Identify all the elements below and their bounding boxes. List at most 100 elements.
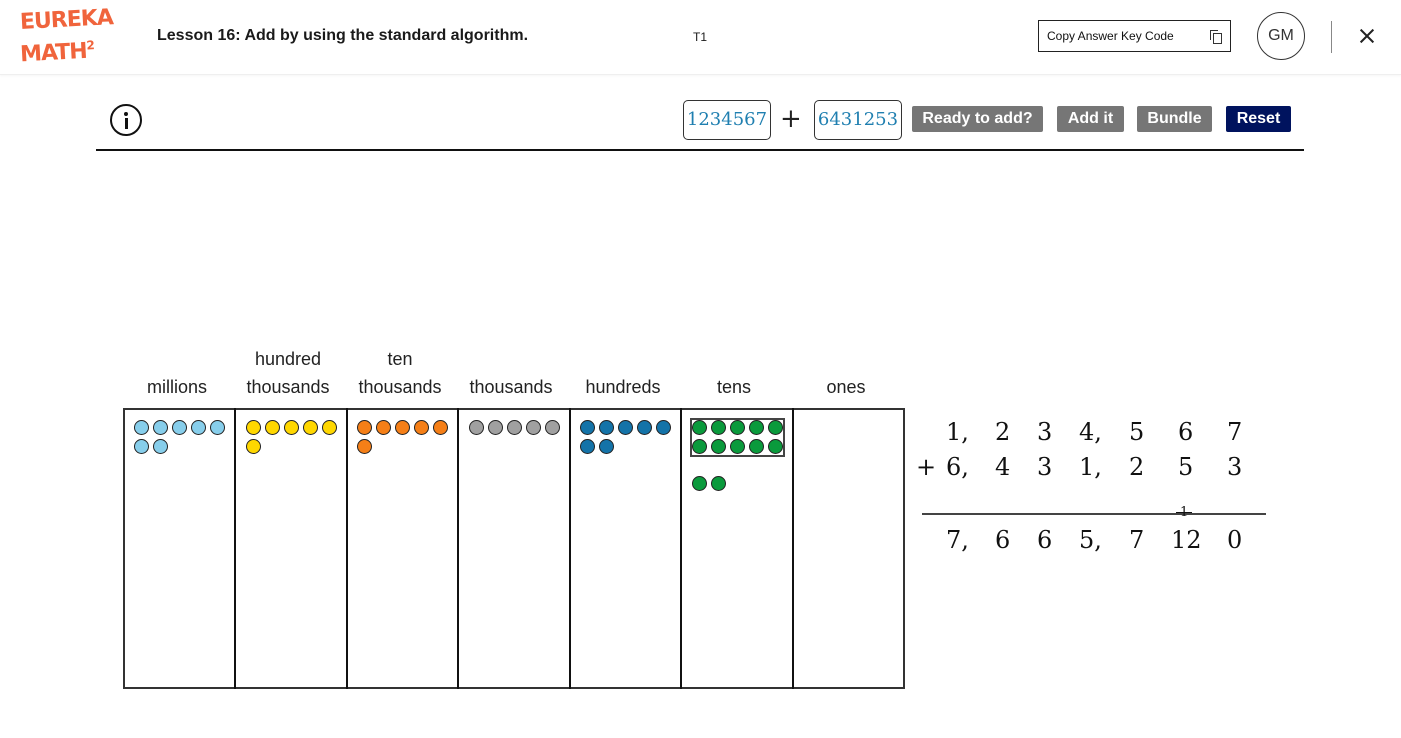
place-value-disk[interactable] xyxy=(433,420,448,435)
place-value-disk[interactable] xyxy=(488,420,503,435)
alg-result-digit: 12 xyxy=(1171,526,1202,554)
place-value-disk[interactable] xyxy=(692,476,707,491)
col-divider xyxy=(234,408,236,689)
place-value-disk[interactable] xyxy=(284,420,299,435)
addend1-input[interactable]: 1234567 xyxy=(683,100,771,140)
app-header: EUREKA MATH2 Lesson 16: Add by using the… xyxy=(0,0,1401,75)
place-value-disk[interactable] xyxy=(656,420,671,435)
place-value-disk[interactable] xyxy=(395,420,410,435)
place-value-disk[interactable] xyxy=(265,420,280,435)
header-divider xyxy=(1331,21,1332,53)
reset-button[interactable]: Reset xyxy=(1226,106,1291,132)
place-value-disk[interactable] xyxy=(191,420,206,435)
alg-result-digit: 7, xyxy=(946,526,969,554)
alg-digit: 2 xyxy=(1129,453,1145,481)
eureka-math-logo: EUREKA MATH2 xyxy=(19,5,113,67)
alg-digit: 6, xyxy=(946,453,969,481)
place-value-disk[interactable] xyxy=(376,420,391,435)
place-value-disk[interactable] xyxy=(730,439,745,454)
col-label-hundred-thousands-top: hundred xyxy=(254,349,322,369)
col-label-millions: millions xyxy=(146,377,207,397)
alg-digit: 2 xyxy=(995,418,1011,446)
alg-sum-line xyxy=(922,513,1266,515)
place-value-disk[interactable] xyxy=(134,439,149,454)
ten-bundle[interactable] xyxy=(690,418,785,457)
toolbar-rule xyxy=(96,149,1304,151)
col-label-tens: tens xyxy=(716,377,752,397)
place-value-disk[interactable] xyxy=(526,420,541,435)
place-value-disk[interactable] xyxy=(246,439,261,454)
alg-result-digit: 5, xyxy=(1079,526,1102,554)
place-value-disk[interactable] xyxy=(618,420,633,435)
place-value-disk[interactable] xyxy=(357,439,372,454)
alg-digit: 1, xyxy=(1079,453,1102,481)
place-value-disk[interactable] xyxy=(153,439,168,454)
logo-line2: MATH2 xyxy=(19,33,94,67)
place-value-disk[interactable] xyxy=(303,420,318,435)
lesson-title: Lesson 16: Add by using the standard alg… xyxy=(157,27,529,44)
place-value-disk[interactable] xyxy=(414,420,429,435)
col-label-thousands: thousands xyxy=(469,377,553,397)
col-divider xyxy=(680,408,682,689)
col-divider xyxy=(569,408,571,689)
add-it-button[interactable]: Add it xyxy=(1057,106,1124,132)
place-value-disk[interactable] xyxy=(246,420,261,435)
alg-carry-strike xyxy=(1176,512,1192,513)
alg-digit: 4, xyxy=(1079,418,1102,446)
col-label-hundred-thousands: thousands xyxy=(246,377,330,397)
place-value-disk[interactable] xyxy=(749,439,764,454)
user-avatar[interactable]: GM xyxy=(1257,12,1305,60)
place-value-disk[interactable] xyxy=(172,420,187,435)
alg-digit: 7 xyxy=(1227,418,1243,446)
place-value-disk[interactable] xyxy=(357,420,372,435)
alg-digit: 3 xyxy=(1037,418,1053,446)
bundle-button[interactable]: Bundle xyxy=(1137,106,1212,132)
place-value-disk[interactable] xyxy=(730,420,745,435)
alg-result-digit: 6 xyxy=(995,526,1011,554)
place-value-disk[interactable] xyxy=(637,420,652,435)
alg-result-digit: 7 xyxy=(1129,526,1145,554)
place-value-disk[interactable] xyxy=(322,420,337,435)
col-divider xyxy=(346,408,348,689)
place-value-disk[interactable] xyxy=(469,420,484,435)
place-value-disk[interactable] xyxy=(507,420,522,435)
place-value-disk[interactable] xyxy=(134,420,149,435)
alg-digit: 6 xyxy=(1178,418,1194,446)
alg-digit: 3 xyxy=(1227,453,1243,481)
place-value-disk[interactable] xyxy=(599,420,614,435)
place-value-disk[interactable] xyxy=(711,420,726,435)
col-label-ten-thousands-top: ten xyxy=(387,349,413,369)
logo-superscript: 2 xyxy=(86,38,95,53)
info-icon[interactable] xyxy=(110,104,142,136)
alg-digit: 1, xyxy=(946,418,969,446)
place-value-disk[interactable] xyxy=(599,439,614,454)
screen-code: T1 xyxy=(693,30,708,44)
copy-answer-key-button[interactable]: Copy Answer Key Code xyxy=(1038,20,1231,52)
close-icon[interactable] xyxy=(1358,27,1376,45)
col-label-hundreds: hundreds xyxy=(585,377,661,397)
logo-word: MATH xyxy=(19,38,88,68)
plus-sign: + xyxy=(780,104,802,134)
place-value-disk[interactable] xyxy=(545,420,560,435)
place-value-disk[interactable] xyxy=(711,476,726,491)
alg-digit: 5 xyxy=(1178,453,1194,481)
place-value-disk[interactable] xyxy=(692,420,707,435)
logo-line1: EUREKA xyxy=(19,5,114,35)
copy-icon xyxy=(1210,30,1222,44)
place-value-disk[interactable] xyxy=(711,439,726,454)
place-value-disk[interactable] xyxy=(749,420,764,435)
place-value-disk[interactable] xyxy=(768,439,783,454)
col-label-ones: ones xyxy=(826,377,866,397)
place-value-disk[interactable] xyxy=(210,420,225,435)
place-value-disk[interactable] xyxy=(153,420,168,435)
alg-digit: 5 xyxy=(1129,418,1145,446)
place-value-disk[interactable] xyxy=(768,420,783,435)
place-value-disk[interactable] xyxy=(580,420,595,435)
place-value-disk[interactable] xyxy=(692,439,707,454)
alg-digit: 4 xyxy=(995,453,1011,481)
col-label-ten-thousands: thousands xyxy=(358,377,442,397)
place-value-disk[interactable] xyxy=(580,439,595,454)
alg-plus: + xyxy=(916,453,937,481)
ready-to-add-button[interactable]: Ready to add? xyxy=(912,106,1043,132)
addend2-input[interactable]: 6431253 xyxy=(814,100,902,140)
